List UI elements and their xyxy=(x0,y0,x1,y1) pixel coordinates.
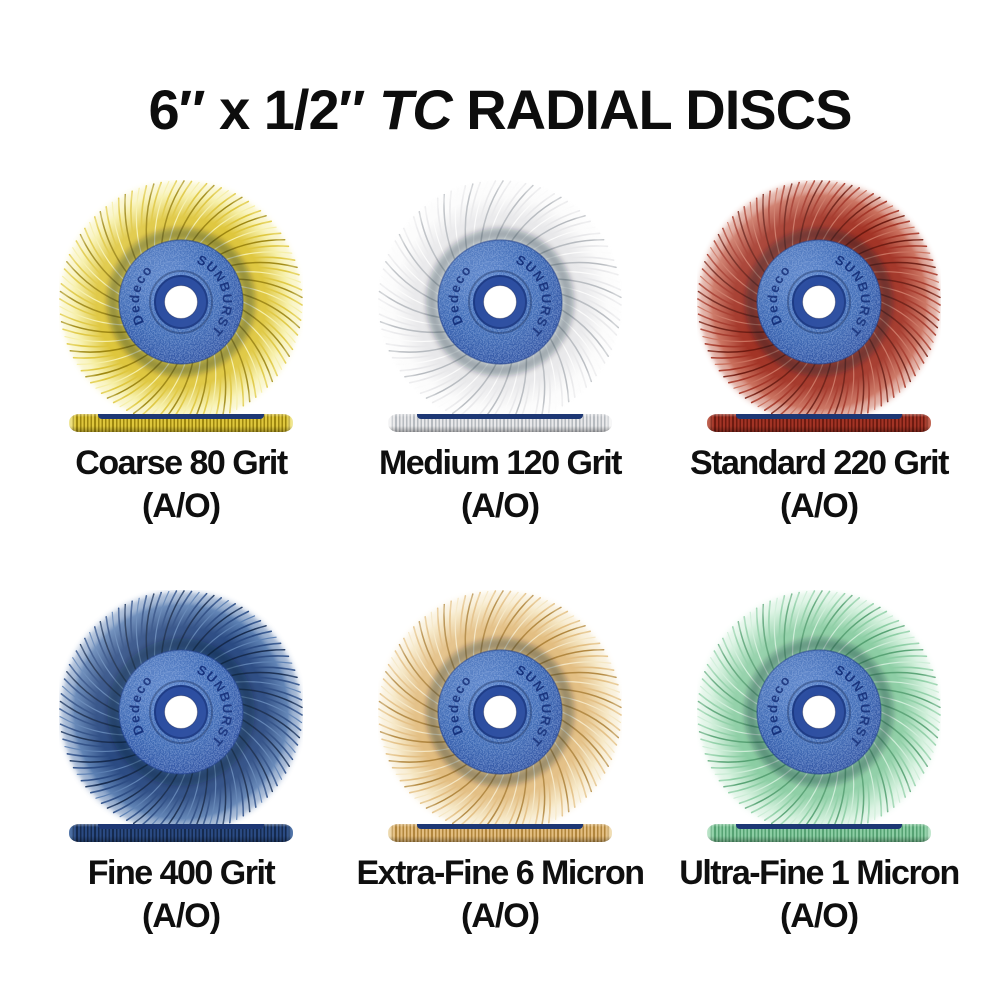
disc-caption: Extra-Fine 6 Micron (A/O) xyxy=(356,852,645,938)
disc-figure-ultra-fine-1-micron: DedecoSUNBURST Ultra-Fine 1 Micron (A/O) xyxy=(664,590,974,938)
radial-disc-coarse-80-grit: DedecoSUNBURST xyxy=(59,180,303,424)
disc-abrasive-type: (A/O) xyxy=(141,897,221,935)
disc-label: Extra-Fine 6 Micron xyxy=(356,854,645,892)
disc-label: Coarse 80 Grit xyxy=(75,444,288,482)
disc-abrasive-type: (A/O) xyxy=(141,487,221,525)
disc-edge-view-coarse xyxy=(69,414,293,432)
radial-disc-standard-220-grit: DedecoSUNBURST xyxy=(697,180,941,424)
disc-graphic: DedecoSUNBURST xyxy=(697,590,941,834)
radial-disc-medium-120-grit: DedecoSUNBURST xyxy=(378,180,622,424)
disc-caption: Fine 400 Grit (A/O) xyxy=(87,852,276,938)
radial-disc-extra-fine-6-micron: DedecoSUNBURST xyxy=(378,590,622,834)
disc-caption: Ultra-Fine 1 Micron (A/O) xyxy=(679,852,960,938)
disc-graphic: DedecoSUNBURST xyxy=(378,590,622,834)
disc-abrasive-type: (A/O) xyxy=(779,897,859,935)
strip-hub-edge xyxy=(98,414,264,419)
radial-disc-fine-400-grit: DedecoSUNBURST xyxy=(59,590,303,834)
disc-edge-view-standard xyxy=(707,414,931,432)
disc-caption: Standard 220 Grit (A/O) xyxy=(690,442,949,528)
strip-hub-edge xyxy=(736,414,902,419)
disc-label: Fine 400 Grit xyxy=(87,854,276,892)
title-dimensions: 6″ x 1/2″ xyxy=(148,78,380,141)
disc-label: Standard 220 Grit xyxy=(690,444,949,482)
strip-hub-edge xyxy=(417,824,583,829)
disc-label: Medium 120 Grit xyxy=(378,444,623,482)
strip-hub-edge xyxy=(417,414,583,419)
disc-graphic: DedecoSUNBURST xyxy=(378,180,622,424)
disc-edge-view-medium xyxy=(388,414,612,432)
disc-graphic: DedecoSUNBURST xyxy=(59,180,303,424)
disc-grid: DedecoSUNBURST Coarse 80 Grit (A/O) Dede… xyxy=(26,180,974,938)
title-product-name: RADIAL DISCS xyxy=(451,78,852,141)
strip-hub-edge xyxy=(98,824,264,829)
disc-figure-standard-220-grit: DedecoSUNBURST Standard 220 Grit (A/O) xyxy=(664,180,974,528)
disc-abrasive-type: (A/O) xyxy=(460,897,540,935)
disc-abrasive-type: (A/O) xyxy=(460,487,540,525)
disc-edge-view-ultra-fine xyxy=(707,824,931,842)
disc-graphic: DedecoSUNBURST xyxy=(59,590,303,834)
disc-figure-fine-400-grit: DedecoSUNBURST Fine 400 Grit (A/O) xyxy=(26,590,336,938)
disc-figure-extra-fine-6-micron: DedecoSUNBURST Extra-Fine 6 Micron (A/O) xyxy=(345,590,655,938)
strip-hub-edge xyxy=(736,824,902,829)
disc-graphic: DedecoSUNBURST xyxy=(697,180,941,424)
disc-edge-view-fine xyxy=(69,824,293,842)
disc-caption: Coarse 80 Grit (A/O) xyxy=(75,442,288,528)
radial-disc-ultra-fine-1-micron: DedecoSUNBURST xyxy=(697,590,941,834)
disc-abrasive-type: (A/O) xyxy=(779,487,859,525)
disc-edge-view-extra-fine xyxy=(388,824,612,842)
disc-caption: Medium 120 Grit (A/O) xyxy=(378,442,623,528)
disc-label: Ultra-Fine 1 Micron xyxy=(679,854,960,892)
disc-figure-coarse-80-grit: DedecoSUNBURST Coarse 80 Grit (A/O) xyxy=(26,180,336,528)
disc-figure-medium-120-grit: DedecoSUNBURST Medium 120 Grit (A/O) xyxy=(345,180,655,528)
page-title: 6″ x 1/2″ TC RADIAL DISCS xyxy=(0,82,1000,138)
title-tc: TC xyxy=(379,78,453,141)
